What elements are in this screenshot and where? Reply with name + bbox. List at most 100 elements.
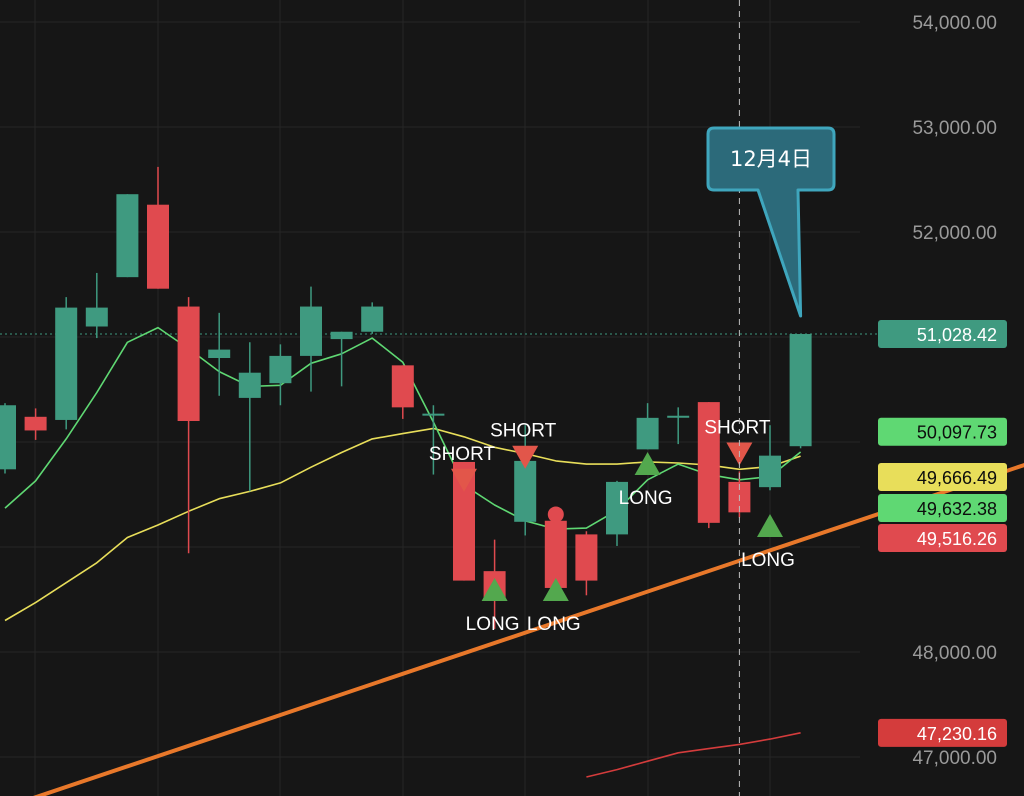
candle bbox=[759, 425, 781, 491]
candle bbox=[24, 408, 47, 440]
candle bbox=[575, 531, 598, 596]
short-signal-label: SHORT bbox=[429, 444, 496, 465]
candle-body bbox=[544, 520, 567, 588]
candle-body bbox=[667, 415, 690, 418]
candle-body bbox=[208, 349, 231, 358]
ma-slow-line bbox=[586, 732, 801, 778]
price-tag-bg bbox=[878, 718, 1007, 747]
callout-bubble bbox=[706, 126, 836, 318]
price-tag: 47,230.16 bbox=[878, 718, 1007, 747]
candle bbox=[0, 403, 16, 474]
candle-body bbox=[116, 194, 139, 278]
candle-body bbox=[85, 307, 108, 327]
candle-body bbox=[759, 455, 781, 488]
price-tags: 51,028.42 50,097.73 49,666.49 49,632.38 49,5… bbox=[878, 320, 1007, 747]
candle bbox=[789, 334, 812, 449]
y-tick-label: 52,000.00 bbox=[912, 223, 997, 244]
candle bbox=[300, 286, 322, 392]
long-signal-marker bbox=[542, 578, 569, 602]
y-tick-label: 47,000.00 bbox=[912, 748, 997, 769]
candle bbox=[116, 194, 139, 278]
price-tag-label: 49,516.26 bbox=[917, 529, 997, 549]
long-signal-label: LONG bbox=[619, 488, 673, 509]
long-signal-label: LONG bbox=[527, 614, 581, 635]
short-signal-label: SHORT bbox=[704, 418, 771, 439]
candle bbox=[391, 365, 414, 419]
price-tag-bg bbox=[878, 524, 1007, 552]
callout-date-label: 12月4日 bbox=[730, 147, 812, 171]
candle-body bbox=[361, 306, 384, 332]
long-signal-marker bbox=[481, 578, 508, 602]
price-tag: 50,097.73 bbox=[878, 417, 1007, 446]
candle bbox=[422, 405, 445, 475]
signal-dot bbox=[547, 506, 564, 523]
price-tag-bg bbox=[878, 417, 1007, 446]
signals: SHORT LONG SHORT LONG LONG SHORT LONG bbox=[429, 418, 795, 636]
price-tag: 49,632.38 bbox=[878, 494, 1007, 522]
short-signal-marker bbox=[512, 445, 539, 469]
long-signal-label: LONG bbox=[741, 550, 795, 571]
candle bbox=[606, 480, 628, 546]
candle bbox=[238, 342, 261, 492]
candle bbox=[361, 302, 384, 334]
long-signal-marker bbox=[757, 514, 783, 537]
candle-body bbox=[330, 331, 353, 340]
candle-body bbox=[24, 416, 47, 431]
y-tick-label: 54,000.00 bbox=[912, 13, 997, 34]
ma-short-line bbox=[4, 326, 802, 530]
trendline bbox=[32, 463, 1024, 796]
candle bbox=[330, 331, 353, 387]
candle bbox=[514, 425, 537, 536]
trendline-layer bbox=[0, 333, 1024, 796]
date-callout: 12月4日 bbox=[706, 126, 836, 318]
y-axis: 47,000.00 48,000.00 52,000.00 53,000.00 54,0… bbox=[912, 13, 997, 769]
candle-body bbox=[0, 405, 16, 470]
candle-body bbox=[606, 481, 628, 535]
moving-averages bbox=[4, 326, 802, 778]
candle bbox=[177, 297, 200, 554]
candle-body bbox=[55, 307, 78, 420]
candle-body bbox=[238, 372, 261, 398]
price-tag-label: 47,230.16 bbox=[917, 724, 997, 744]
candle-body bbox=[453, 461, 475, 581]
price-tag: 49,666.49 bbox=[878, 463, 1007, 492]
candle-body bbox=[575, 534, 598, 581]
candle-body bbox=[697, 402, 720, 523]
long-signal-label: LONG bbox=[466, 614, 520, 635]
candle-body bbox=[147, 204, 169, 289]
candle-body bbox=[391, 365, 414, 408]
candle bbox=[269, 344, 292, 406]
candle bbox=[147, 166, 169, 289]
price-tag-label: 49,666.49 bbox=[917, 468, 997, 488]
candle-body bbox=[269, 355, 292, 384]
candle bbox=[55, 297, 78, 430]
y-tick-label: 53,000.00 bbox=[912, 118, 997, 139]
ma-long-line bbox=[4, 427, 801, 622]
long-signal-marker bbox=[634, 452, 661, 476]
candle bbox=[636, 403, 659, 450]
price-tag-bg bbox=[878, 494, 1007, 522]
price-tag-bg bbox=[878, 463, 1007, 492]
candle bbox=[85, 272, 108, 339]
candle-body bbox=[789, 334, 812, 447]
price-tag-label: 49,632.38 bbox=[917, 499, 997, 519]
candle bbox=[208, 312, 231, 396]
price-tag-label: 50,097.73 bbox=[917, 423, 997, 443]
candle-body bbox=[422, 413, 445, 416]
candle bbox=[697, 402, 720, 529]
candle bbox=[667, 407, 690, 445]
grid bbox=[0, 0, 860, 796]
short-signal-marker bbox=[451, 468, 477, 492]
short-signal-label: SHORT bbox=[490, 421, 557, 442]
candle-body bbox=[514, 460, 537, 522]
y-tick-label: 48,000.00 bbox=[912, 643, 997, 664]
price-tag-label: 51,028.42 bbox=[917, 325, 997, 345]
price-tag: 49,516.26 bbox=[878, 524, 1007, 552]
candle-body bbox=[636, 417, 659, 450]
candle-body bbox=[300, 306, 322, 356]
candles bbox=[0, 166, 812, 629]
candle-body bbox=[177, 306, 200, 421]
price-tag: 51,028.42 bbox=[878, 320, 1007, 349]
price-tag-bg bbox=[878, 320, 1007, 349]
